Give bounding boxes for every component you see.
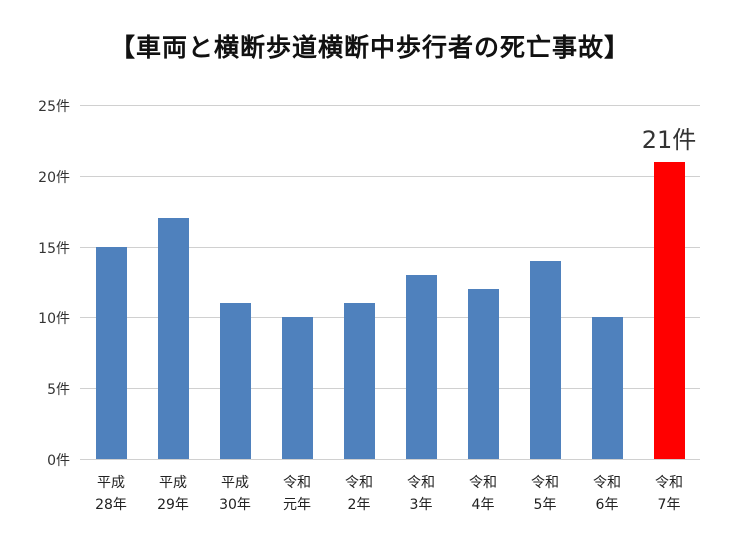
x-tick-label: 平成 29年	[157, 475, 189, 513]
gridline	[80, 388, 700, 390]
gridline	[80, 317, 700, 319]
y-tick-label: 25件	[38, 99, 70, 115]
bar	[591, 317, 623, 459]
x-tick-label: 令和 元年	[283, 475, 311, 513]
x-tick-label: 令和 6年	[593, 475, 621, 513]
x-tick-label: 令和 5年	[531, 475, 559, 513]
bar	[281, 317, 313, 459]
gridline	[80, 105, 700, 106]
data-label: 21件	[641, 125, 697, 154]
bar	[529, 260, 561, 459]
x-tick-label: 令和 3年	[407, 475, 435, 513]
gridline	[80, 175, 700, 177]
x-tick-label: 平成 28年	[95, 475, 127, 513]
bar	[219, 303, 251, 459]
bar	[157, 218, 189, 459]
y-tick-label: 20件	[38, 169, 70, 186]
y-tick-label: 5件	[47, 382, 70, 399]
chart-title: 【車両と横断歩道横断中歩行者の死亡事故】	[109, 33, 630, 62]
bar	[467, 289, 499, 459]
bar	[95, 246, 127, 459]
bar	[343, 303, 375, 459]
bar	[653, 161, 685, 459]
y-tick-label: 0件	[47, 453, 70, 469]
x-tick-label: 令和 2年	[345, 475, 373, 513]
y-tick-label: 10件	[38, 311, 70, 328]
y-tick-label: 15件	[38, 240, 70, 257]
x-tick-label: 令和 7年	[655, 475, 683, 513]
gridline	[80, 459, 700, 460]
gridline	[80, 246, 700, 248]
x-tick-label: 平成 30年	[219, 475, 251, 513]
plot-area	[80, 105, 700, 460]
bar	[405, 274, 437, 459]
x-tick-label: 令和 4年	[469, 475, 497, 513]
